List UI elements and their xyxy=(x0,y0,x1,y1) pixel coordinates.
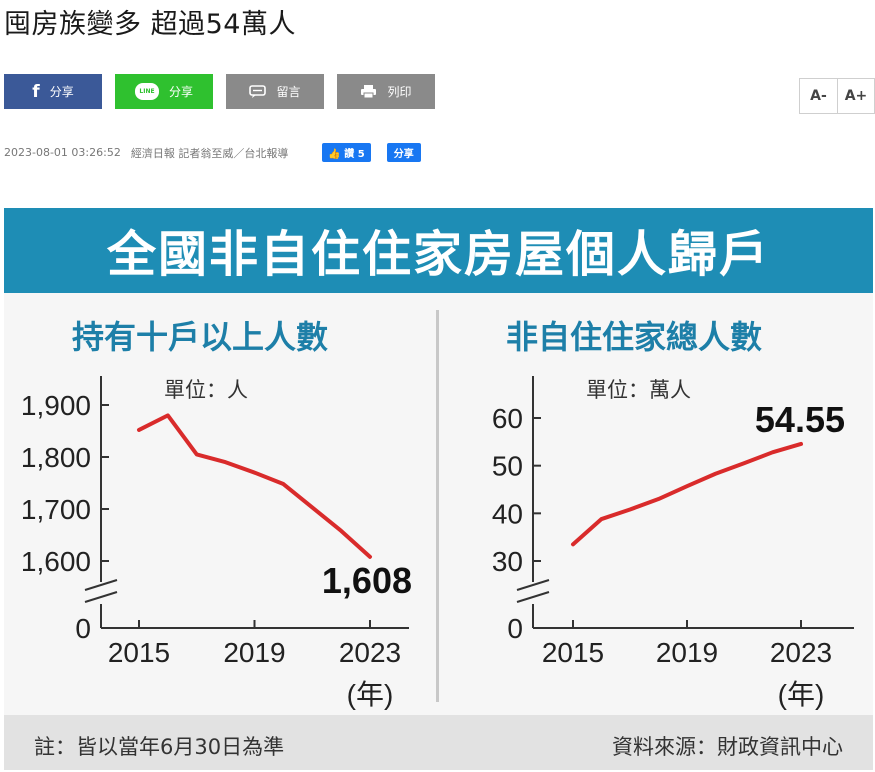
print-button[interactable]: 列印 xyxy=(337,74,435,109)
fb-like-label: 讚 5 xyxy=(344,149,365,160)
chart-1-last-value-label: 54.55 xyxy=(755,399,845,440)
left-chart-unit: 單位：人 xyxy=(164,378,248,402)
comment-icon xyxy=(249,84,267,99)
left-chart-title: 持有十戶以上人數 xyxy=(72,318,329,356)
line-share-label: 分享 xyxy=(168,85,193,99)
right-chart-unit: 單位：萬人 xyxy=(586,378,691,402)
line-share-button[interactable]: LINE 分享 xyxy=(115,74,213,109)
facebook-share-button[interactable]: f 分享 xyxy=(4,74,102,109)
chart-0-series-line xyxy=(137,413,372,559)
fb-like-button[interactable]: 👍 讚 5 xyxy=(322,143,371,162)
chart-1-x-tick-label: 2023 xyxy=(770,637,832,668)
share-bar: f 分享 LINE 分享 留言 列印 xyxy=(4,74,435,109)
line-icon: LINE xyxy=(134,83,159,100)
printer-icon xyxy=(360,84,377,99)
article-meta: 2023-08-01 03:26:52 經濟日報 記者翁至威／台北報導 👍 讚 … xyxy=(4,143,421,162)
comment-button[interactable]: 留言 xyxy=(226,74,324,109)
chart-1-y-tick-label: 60 xyxy=(492,403,523,434)
chart-1-axis-break-mark xyxy=(516,591,550,603)
panel-divider xyxy=(436,310,439,702)
chart-0-x-unit-label: (年) xyxy=(347,679,394,710)
infographic: 全國非自住住家房屋個人歸戶 持有十戶以上人數 非自住住家總人數 單位：人 單位：… xyxy=(4,208,873,770)
chart-1-x-tick-label: 2015 xyxy=(542,637,604,668)
chart-1-y-tick-label: 50 xyxy=(492,451,523,482)
data-source: 資料來源：財政資訊中心 xyxy=(612,735,843,759)
chart-0-last-value-label: 1,608 xyxy=(322,560,412,601)
infographic-footer: 註：皆以當年6月30日為準 資料來源：財政資訊中心 xyxy=(4,715,873,770)
fb-share-button[interactable]: 分享 xyxy=(386,143,421,162)
left-line-chart: 1,900 1,800 1,700 1,600 0 2015 2019 2023 (年) 1,60… xyxy=(21,376,412,710)
chart-1-y-tick-label: 0 xyxy=(507,613,523,644)
font-increase-button[interactable]: A+ xyxy=(837,79,874,113)
comment-label: 留言 xyxy=(276,85,301,99)
chart-0-x-tick-label: 2023 xyxy=(339,637,401,668)
chart-1-series-line xyxy=(571,441,803,547)
chart-0-y-tick-label: 1,900 xyxy=(21,390,91,421)
chart-0-y-tick-label: 0 xyxy=(75,613,91,644)
print-label: 列印 xyxy=(387,85,412,99)
chart-0-y-tick-label: 1,800 xyxy=(21,442,91,473)
font-decrease-button[interactable]: A- xyxy=(810,88,827,104)
chart-0-y-tick-label: 1,600 xyxy=(21,546,91,577)
chart-0-y-tick-label: 1,700 xyxy=(21,494,91,525)
right-line-chart: 60 50 40 30 0 2015 2019 2023 (年) 54.55 xyxy=(492,376,854,710)
infographic-banner-title: 全國非自住住家房屋個人歸戶 xyxy=(4,208,873,293)
font-size-control: A- A+ xyxy=(799,78,875,114)
facebook-share-label: 分享 xyxy=(49,85,74,99)
article-source: 經濟日報 記者翁至威／台北報導 xyxy=(130,146,289,160)
chart-0-x-tick-label: 2019 xyxy=(223,637,285,668)
footnote: 註：皆以當年6月30日為準 xyxy=(34,735,285,759)
page-title: 囤房族變多 超過54萬人 xyxy=(4,9,296,40)
chart-0-x-tick-label: 2015 xyxy=(108,637,170,668)
chart-1-x-tick-label: 2019 xyxy=(656,637,718,668)
facebook-icon: f xyxy=(32,81,40,102)
chart-1-axis-break-mark xyxy=(516,579,550,591)
chart-0-axis-break-mark xyxy=(84,591,118,603)
publish-datetime: 2023-08-01 03:26:52 xyxy=(4,146,121,159)
chart-1-x-unit-label: (年) xyxy=(778,679,825,710)
chart-0-axis-break-mark xyxy=(84,579,118,591)
right-chart-title: 非自住住家總人數 xyxy=(506,318,763,356)
chart-1-y-tick-label: 40 xyxy=(492,498,523,529)
chart-1-y-tick-label: 30 xyxy=(492,546,523,577)
